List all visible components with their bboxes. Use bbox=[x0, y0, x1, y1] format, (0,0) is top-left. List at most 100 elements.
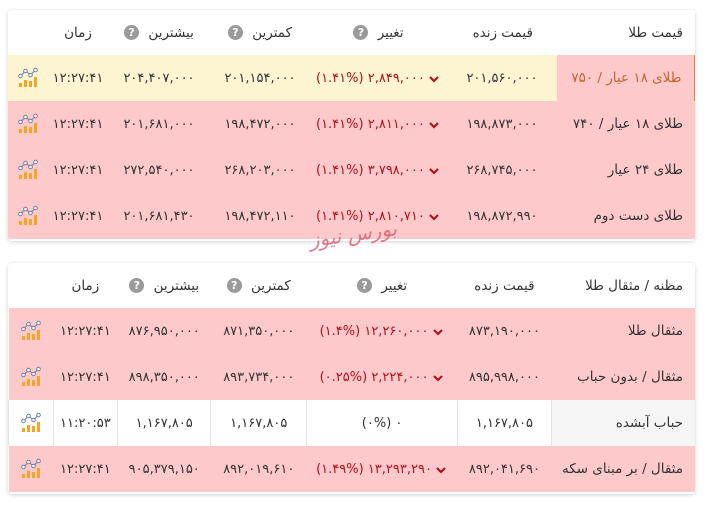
chevron-down-icon bbox=[432, 326, 443, 336]
chart-cell bbox=[8, 147, 48, 193]
chart-icon[interactable] bbox=[19, 411, 43, 435]
chart-cell bbox=[8, 308, 54, 354]
chart-icon[interactable] bbox=[16, 204, 40, 228]
change-value: ۲,۸۴۹,۰۰۰ (۱.۴۱%) bbox=[310, 55, 447, 101]
header-time: زمان bbox=[71, 277, 100, 294]
chart-cell bbox=[8, 446, 54, 492]
chevron-down-icon bbox=[436, 464, 446, 474]
high-price: ۲۰۴,۴۰۷,۰۰۰ bbox=[108, 55, 210, 101]
chart-icon[interactable] bbox=[19, 319, 43, 343]
chevron-down-icon bbox=[429, 211, 439, 221]
update-time: ۱۲:۲۷:۴۱ bbox=[48, 147, 108, 193]
help-icon[interactable]: ? bbox=[226, 278, 242, 293]
table-row[interactable]: طلای ۲۴ عیار ۲۶۸,۷۴۵,۰۰۰ ۳,۷۹۸,۰۰۰ (۱.۴۱… bbox=[8, 147, 695, 193]
header-name: مظنه / مثقال طلا bbox=[585, 277, 683, 294]
gold-price-table-card: قیمت طلا قیمت زنده تغییر ? کمترین ? بیشت… bbox=[8, 10, 695, 241]
gold-price-table: قیمت طلا قیمت زنده تغییر ? کمترین ? بیشت… bbox=[8, 10, 695, 239]
table-row[interactable]: طلای دست دوم ۱۹۸,۸۷۲,۹۹۰ ۲,۸۱۰,۷۱۰ (۱.۴۱… bbox=[8, 193, 695, 239]
high-price: ۹۰۵,۳۷۹,۱۵۰ bbox=[117, 446, 211, 492]
row-name[interactable]: طلای ۱۸ عیار / ۷۴۰ bbox=[557, 101, 695, 147]
help-icon[interactable]: ? bbox=[353, 25, 369, 40]
chart-icon[interactable] bbox=[19, 457, 43, 481]
change-value: ۲,۸۱۰,۷۱۰ (۱.۴۱%) bbox=[310, 193, 447, 239]
chart-icon[interactable] bbox=[16, 112, 40, 136]
change-value: ۰ (۰%) bbox=[306, 400, 458, 446]
low-price: ۲۶۸,۲۰۳,۰۰۰ bbox=[210, 147, 310, 193]
row-name[interactable]: حباب آبشده bbox=[550, 400, 695, 446]
chart-icon[interactable] bbox=[16, 66, 40, 90]
table-row[interactable]: مثقال / بدون حباب ۸۹۵,۹۹۸,۰۰۰ ۲,۲۲۴,۰۰۰ … bbox=[8, 354, 695, 400]
change-value: ۱۲,۲۶۰,۰۰۰ (۱.۴%) bbox=[306, 308, 458, 354]
chevron-down-icon bbox=[432, 372, 443, 382]
low-price: ۸۹۲,۰۱۹,۶۱۰ bbox=[210, 446, 307, 492]
low-price: ۲۰۱,۱۵۴,۰۰۰ bbox=[210, 55, 310, 101]
update-time: ۱۲:۲۷:۴۱ bbox=[53, 446, 118, 492]
chart-icon[interactable] bbox=[19, 365, 43, 389]
live-price: ۲۰۱,۵۶۰,۰۰۰ bbox=[447, 55, 557, 101]
chart-cell bbox=[8, 354, 54, 400]
chart-cell bbox=[8, 193, 48, 239]
high-price: ۸۷۶,۹۵۰,۰۰۰ bbox=[117, 308, 211, 354]
row-name[interactable]: مثقال طلا bbox=[551, 308, 695, 354]
chart-icon[interactable] bbox=[16, 158, 40, 182]
update-time: ۱۲:۲۷:۴۱ bbox=[53, 354, 118, 400]
high-price: ۲۰۱,۶۸۱,۰۰۰ bbox=[108, 101, 210, 147]
high-price: ۲۰۱,۶۸۱,۴۳۰ bbox=[108, 193, 210, 239]
table-row[interactable]: مثقال طلا ۸۷۳,۱۹۰,۰۰۰ ۱۲,۲۶۰,۰۰۰ (۱.۴%) … bbox=[8, 308, 695, 354]
live-price: ۲۶۸,۷۴۵,۰۰۰ bbox=[447, 147, 557, 193]
high-price: ۲۷۲,۵۴۰,۰۰۰ bbox=[108, 147, 210, 193]
chart-cell bbox=[8, 55, 48, 101]
change-value: ۲,۲۲۴,۰۰۰ (۰.۲۵%) bbox=[306, 354, 458, 400]
header-live-price: قیمت زنده bbox=[474, 277, 535, 294]
change-value: ۲,۸۱۱,۰۰۰ (۱.۴۱%) bbox=[310, 101, 447, 147]
update-time: ۱۲:۲۷:۴۱ bbox=[48, 101, 108, 147]
live-price: ۸۷۳,۱۹۰,۰۰۰ bbox=[457, 308, 552, 354]
header-change: تغییر ? bbox=[310, 10, 447, 55]
change-value: ۳,۷۹۸,۰۰۰ (۱.۴۱%) bbox=[310, 147, 447, 193]
live-price: ۱۹۸,۸۷۲,۹۹۰ bbox=[447, 193, 557, 239]
change-value: ۱۳,۲۹۳,۲۹۰ (۱.۴۹%) bbox=[306, 446, 458, 492]
row-name[interactable]: طلای ۱۸ عیار / ۷۵۰ bbox=[557, 55, 695, 101]
header-chart bbox=[8, 10, 48, 55]
update-time: ۱۱:۲۰:۵۳ bbox=[52, 400, 118, 446]
header-name: قیمت طلا bbox=[628, 24, 683, 41]
low-price: ۸۹۳,۷۳۴,۰۰۰ bbox=[210, 354, 307, 400]
help-icon[interactable]: ? bbox=[124, 25, 140, 40]
live-price: ۱۹۸,۸۷۳,۰۰۰ bbox=[447, 101, 557, 147]
update-time: ۱۲:۲۷:۴۱ bbox=[48, 55, 108, 101]
chevron-down-icon bbox=[429, 165, 439, 175]
update-time: ۱۲:۲۷:۴۱ bbox=[48, 193, 108, 239]
mithqal-price-table: مظنه / مثقال طلا قیمت زنده تغییر ? کمتری… bbox=[8, 263, 695, 492]
chevron-down-icon bbox=[429, 73, 439, 83]
high-price: ۱,۱۶۷,۸۰۵ bbox=[117, 400, 211, 446]
chart-cell bbox=[8, 400, 54, 446]
low-price: ۱,۱۶۷,۸۰۵ bbox=[210, 400, 307, 446]
header-high: بیشترین ? bbox=[118, 263, 211, 308]
live-price: ۸۹۵,۹۹۸,۰۰۰ bbox=[457, 354, 552, 400]
row-name[interactable]: مثقال / بدون حباب bbox=[551, 354, 695, 400]
table-row[interactable]: حباب آبشده ۱,۱۶۷,۸۰۵ ۰ (۰%) ۱,۱۶۷,۸۰۵ ۱,… bbox=[8, 400, 695, 446]
chart-cell bbox=[8, 101, 48, 147]
help-icon[interactable]: ? bbox=[357, 278, 373, 293]
header-low: کمترین ? bbox=[210, 10, 310, 55]
low-price: ۱۹۸,۴۷۲,۱۱۰ bbox=[210, 193, 310, 239]
table-row[interactable]: مثقال / بر مبنای سکه ۸۹۲,۰۴۱,۶۹۰ ۱۳,۲۹۳,… bbox=[8, 446, 695, 492]
table-row[interactable]: طلای ۱۸ عیار / ۷۵۰ ۲۰۱,۵۶۰,۰۰۰ ۲,۸۴۹,۰۰۰… bbox=[8, 55, 695, 101]
help-icon[interactable]: ? bbox=[227, 25, 243, 40]
chevron-down-icon bbox=[429, 119, 439, 129]
header-time: زمان bbox=[64, 24, 92, 41]
row-name[interactable]: مثقال / بر مبنای سکه bbox=[551, 446, 695, 492]
row-name[interactable]: طلای ۲۴ عیار bbox=[557, 147, 695, 193]
row-name[interactable]: طلای دست دوم bbox=[557, 193, 695, 239]
header-high: بیشترین ? bbox=[108, 10, 210, 55]
low-price: ۸۷۱,۳۵۰,۰۰۰ bbox=[210, 308, 307, 354]
header-chart bbox=[9, 263, 54, 308]
low-price: ۱۹۸,۴۷۲,۰۰۰ bbox=[210, 101, 310, 147]
help-icon[interactable]: ? bbox=[129, 278, 145, 293]
table-row[interactable]: طلای ۱۸ عیار / ۷۴۰ ۱۹۸,۸۷۳,۰۰۰ ۲,۸۱۱,۰۰۰… bbox=[8, 101, 695, 147]
mithqal-price-table-card: مظنه / مثقال طلا قیمت زنده تغییر ? کمتری… bbox=[8, 263, 695, 494]
table-header-row: قیمت طلا قیمت زنده تغییر ? کمترین ? بیشت… bbox=[8, 10, 695, 55]
high-price: ۸۹۸,۳۵۰,۰۰۰ bbox=[117, 354, 211, 400]
live-price: ۸۹۲,۰۴۱,۶۹۰ bbox=[457, 446, 552, 492]
update-time: ۱۲:۲۷:۴۱ bbox=[53, 308, 118, 354]
